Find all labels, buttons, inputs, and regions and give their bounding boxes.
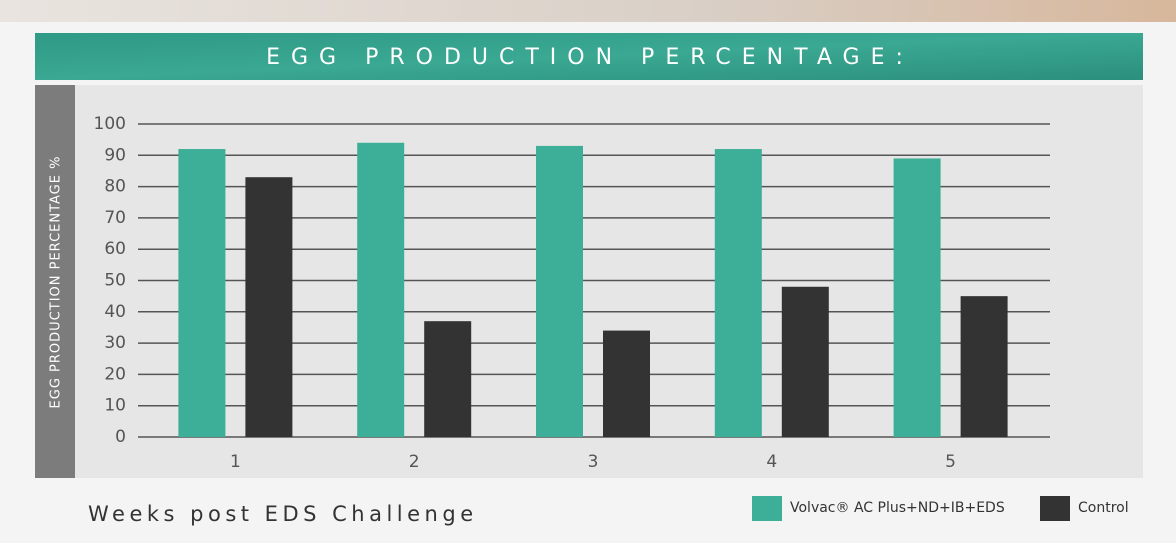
bar	[536, 145, 583, 437]
y-tick-label: 10	[104, 396, 126, 416]
background-photo	[0, 0, 1176, 22]
legend-label: Volvac® AC Plus+ND+IB+EDS	[790, 500, 1005, 516]
y-tick-label: 70	[104, 208, 126, 228]
bar	[357, 142, 405, 437]
title-banner	[35, 33, 1143, 80]
y-tick-label: 20	[104, 364, 126, 384]
y-tick-label: 60	[104, 239, 126, 259]
y-tick-label: 50	[104, 271, 126, 291]
bar	[893, 158, 941, 437]
x-tick-label: 2	[409, 452, 420, 472]
legend-swatch	[1040, 496, 1070, 521]
y-tick-label: 100	[94, 114, 126, 134]
bar	[714, 149, 762, 438]
x-tick-label: 1	[230, 452, 241, 472]
y-tick-label: 80	[104, 177, 126, 197]
bar	[245, 177, 293, 437]
bar	[424, 321, 472, 437]
legend-label: Control	[1078, 500, 1129, 516]
bar	[960, 296, 1008, 437]
bar	[603, 330, 650, 437]
y-tick-label: 0	[115, 427, 126, 447]
y-axis-label: EGG PRODUCTION PERCENTAGE %	[49, 156, 64, 409]
legend-swatch	[752, 496, 782, 521]
y-label-bar	[35, 85, 75, 478]
x-tick-label: 5	[945, 452, 956, 472]
chart-title: EGG PRODUCTION PERCENTAGE:	[266, 45, 914, 70]
y-tick-label: 90	[104, 145, 126, 165]
bar	[178, 149, 226, 438]
bar	[781, 286, 829, 437]
x-tick-label: 4	[766, 452, 777, 472]
x-axis-label: Weeks post EDS Challenge	[88, 502, 478, 526]
x-tick-label: 3	[588, 452, 599, 472]
y-tick-label: 30	[104, 333, 126, 353]
y-tick-label: 40	[104, 302, 126, 322]
